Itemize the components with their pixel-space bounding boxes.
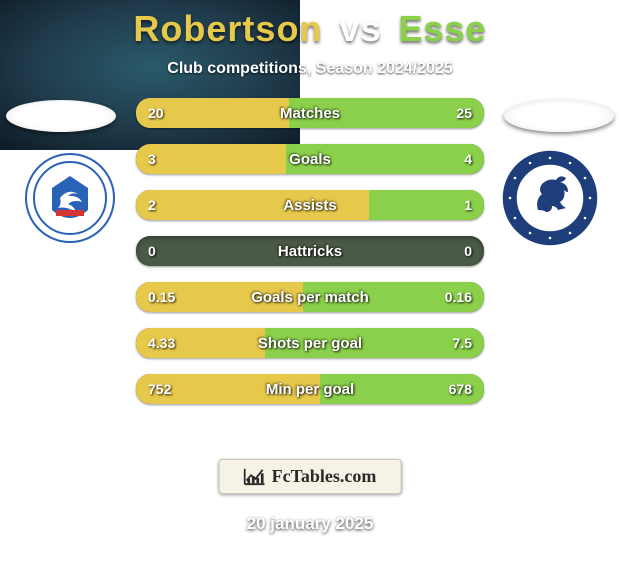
page-title: Robertson vs Esse <box>133 8 486 50</box>
bar-fill-right <box>320 374 484 404</box>
bar-fill-right <box>303 282 484 312</box>
bar-fill-left <box>136 282 303 312</box>
chart-icon <box>244 468 266 486</box>
watermark-link[interactable]: FcTables.com <box>219 459 402 494</box>
stat-row: 4.337.5Shots per goal <box>136 328 484 358</box>
stat-row: 2025Matches <box>136 98 484 128</box>
stat-row: 0.150.16Goals per match <box>136 282 484 312</box>
club-crest-left <box>20 148 120 248</box>
title-player2: Esse <box>399 8 487 49</box>
bar-fill-right <box>369 190 484 220</box>
stat-label: Hattricks <box>136 236 484 266</box>
bar-fill-left <box>136 374 320 404</box>
bar-fill-right <box>265 328 484 358</box>
stat-row: 21Assists <box>136 190 484 220</box>
club-crest-right <box>500 148 600 248</box>
title-player1: Robertson <box>133 8 322 49</box>
bar-fill-right <box>286 144 484 174</box>
comparison-bars: 2025Matches 34Goals 21Assists 0 0Hattricks 0.… <box>136 98 484 420</box>
bar-fill-left <box>136 190 369 220</box>
flag-right <box>504 100 614 132</box>
subtitle: Club competitions, Season 2024/2025 <box>167 60 452 78</box>
stat-row: 0 0Hattricks <box>136 236 484 266</box>
bar-fill-right <box>289 98 484 128</box>
bar-fill-left <box>136 144 286 174</box>
stat-row: 752678Min per goal <box>136 374 484 404</box>
footer-date: 20 january 2025 <box>247 514 374 534</box>
title-separator: vs <box>333 8 387 49</box>
stat-row: 34Goals <box>136 144 484 174</box>
flag-left <box>6 100 116 132</box>
bar-fill-left <box>136 328 265 358</box>
bar-fill-left <box>136 98 289 128</box>
watermark-text: FcTables.com <box>272 466 377 487</box>
stat-value-right: 0 <box>452 236 484 266</box>
comparison-stage: 2025Matches 34Goals 21Assists 0 0Hattricks 0.… <box>0 78 620 580</box>
content-root: Robertson vs Esse Club competitions, Sea… <box>0 0 620 580</box>
stat-value-left: 0 <box>136 236 168 266</box>
